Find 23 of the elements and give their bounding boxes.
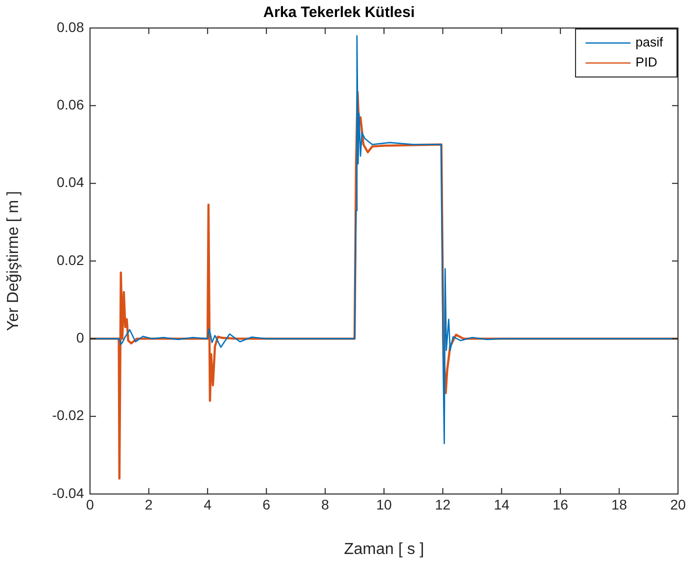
x-tick-label: 20 — [670, 496, 686, 512]
y-tick-label: 0.08 — [56, 18, 84, 35]
x-tick-label: 2 — [144, 496, 153, 512]
x-tick-label: 10 — [376, 496, 392, 512]
legend-label: pasif — [636, 34, 664, 50]
x-tick-label: 6 — [262, 496, 270, 512]
y-tick-label: 0 — [76, 330, 84, 346]
y-tick-label: 0.02 — [56, 252, 84, 268]
legend-label: PID — [636, 54, 658, 70]
x-tick-label: 4 — [204, 496, 212, 512]
y-axis-title: Yer Değiştirme [ m ] — [5, 191, 22, 331]
x-axis-title: Zaman [ s ] — [344, 540, 424, 558]
x-tick-label: 0 — [86, 496, 94, 512]
x-tick-label: 16 — [552, 496, 568, 512]
chart-title: Arka Tekerlek Kütlesi — [263, 4, 415, 22]
y-tick-label: -0.02 — [52, 407, 84, 424]
x-tick-label: 12 — [435, 496, 451, 512]
y-tick-label: -0.04 — [52, 484, 84, 501]
y-tick-label: 0.04 — [56, 174, 84, 190]
x-tick-label: 8 — [321, 496, 330, 512]
x-tick-label: 14 — [494, 496, 510, 512]
y-tick-label: 0.06 — [56, 96, 84, 113]
x-tick-label: 18 — [611, 496, 628, 512]
